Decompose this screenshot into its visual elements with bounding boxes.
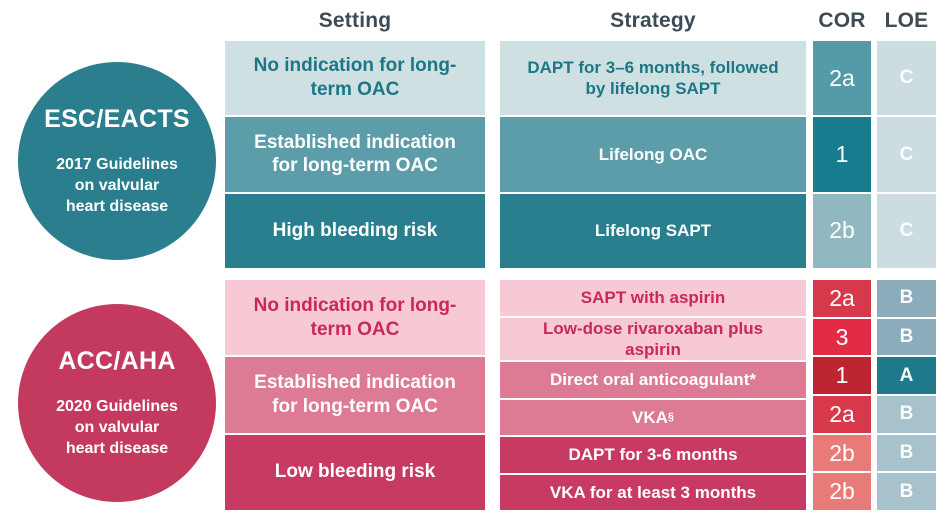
cor-badge: 2a: [813, 280, 871, 317]
setting-cell: No indication for long-term OAC: [225, 41, 485, 116]
acc-aha-title: ACC/AHA: [58, 346, 176, 375]
esc-eacts-badge: ESC/EACTS 2017 Guidelines on valvular he…: [18, 62, 216, 260]
setting-cell: Established indication for long-term OAC: [225, 357, 485, 433]
column-header-loe: LOE: [884, 9, 929, 32]
loe-badge: B: [877, 473, 936, 511]
esc-cor-column: 2a 1 2b: [813, 41, 871, 268]
loe-badge: C: [877, 193, 936, 268]
loe-badge: B: [877, 280, 936, 317]
strategy-cell: Lifelong OAC: [500, 117, 806, 192]
acc-aha-subtitle: 2020 Guidelines on valvular heart diseas…: [56, 396, 178, 459]
acc-setting-column: No indication for long-term OAC Establis…: [225, 280, 485, 510]
acc-subtitle-line1: 2020 Guidelines: [56, 397, 178, 415]
column-header-setting: Setting: [318, 9, 392, 32]
cor-badge: 2a: [813, 41, 871, 116]
strategy-cell: Low-dose rivaroxaban plus aspirin: [500, 317, 806, 360]
acc-subtitle-line2: on valvular: [74, 418, 160, 436]
acc-loe-column: B B A B B B: [877, 280, 936, 511]
esc-subtitle-line3: heart disease: [65, 198, 169, 216]
cor-badge: 1: [813, 357, 871, 395]
strategy-cell: Lifelong SAPT: [500, 193, 806, 268]
setting-cell: Established indication for long-term OAC: [225, 117, 485, 192]
strategy-cell: DAPT for 3–6 months, followed by lifelon…: [500, 41, 806, 116]
setting-cell: Low bleeding risk: [225, 434, 485, 510]
loe-badge: C: [877, 117, 936, 192]
esc-eacts-subtitle: 2017 Guidelines on valvular heart diseas…: [56, 154, 178, 217]
cor-badge: 3: [813, 318, 871, 356]
setting-cell: No indication for long-term OAC: [225, 280, 485, 356]
acc-subtitle-line3: heart disease: [65, 440, 169, 458]
esc-strategy-column: DAPT for 3–6 months, followed by lifelon…: [500, 41, 806, 268]
loe-badge: B: [877, 318, 936, 356]
loe-badge: B: [877, 434, 936, 472]
strategy-cell: DAPT for 3-6 months: [500, 437, 806, 473]
strategy-cell: VKA for at least 3 months: [500, 474, 806, 510]
loe-badge: B: [877, 396, 936, 433]
loe-badge: C: [877, 41, 936, 116]
cor-badge: 2b: [813, 193, 871, 268]
column-header-strategy: Strategy: [610, 9, 696, 32]
strategy-cell: Direct oral anticoagulant*: [500, 362, 806, 398]
acc-aha-badge: ACC/AHA 2020 Guidelines on valvular hear…: [18, 304, 216, 502]
cor-badge: 1: [813, 117, 871, 192]
strategy-label: VKA: [631, 407, 668, 427]
cor-badge: 2b: [813, 473, 871, 511]
strategy-cell: VKA §: [500, 399, 806, 435]
cor-badge: 2a: [813, 396, 871, 433]
column-header-cor: COR: [818, 9, 866, 32]
strategy-cell: SAPT with aspirin: [500, 280, 806, 316]
loe-badge: A: [877, 357, 936, 395]
setting-cell: High bleeding risk: [225, 193, 485, 268]
esc-setting-column: No indication for long-term OAC Establis…: [225, 41, 485, 268]
esc-eacts-title: ESC/EACTS: [44, 104, 190, 133]
acc-cor-column: 2a 3 1 2a 2b 2b: [813, 280, 871, 511]
esc-loe-column: C C C: [877, 41, 936, 268]
esc-subtitle-line1: 2017 Guidelines: [56, 155, 178, 173]
cor-badge: 2b: [813, 434, 871, 472]
esc-subtitle-line2: on valvular: [74, 176, 160, 194]
acc-strategy-column: SAPT with aspirin Low-dose rivaroxaban p…: [500, 280, 806, 510]
